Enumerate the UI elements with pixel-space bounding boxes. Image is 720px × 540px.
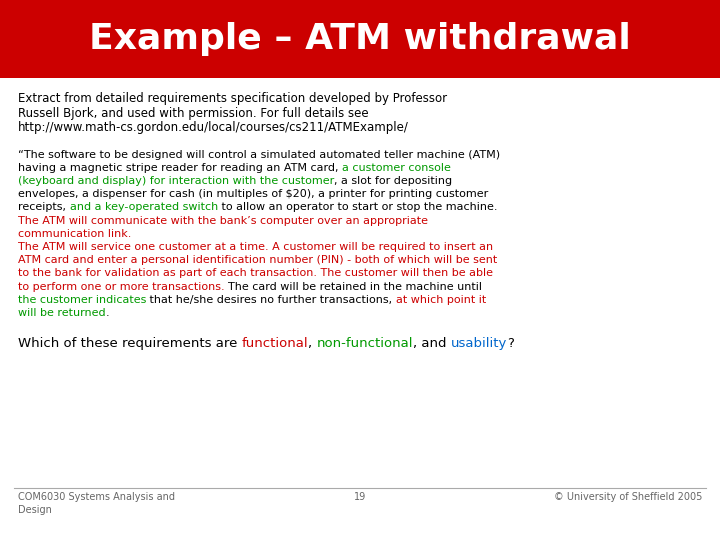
Text: , and: , and xyxy=(413,337,451,350)
Text: Extract from detailed requirements specification developed by Professor: Extract from detailed requirements speci… xyxy=(18,92,447,105)
Text: COM6030 Systems Analysis and
Design: COM6030 Systems Analysis and Design xyxy=(18,492,175,515)
Text: “The software to be designed will control a simulated automated teller machine (: “The software to be designed will contro… xyxy=(18,150,500,159)
Text: 19: 19 xyxy=(354,492,366,502)
Text: receipts,: receipts, xyxy=(18,202,70,212)
Text: to allow an operator to start or stop the machine.: to allow an operator to start or stop th… xyxy=(217,202,498,212)
Text: The ATM will communicate with the bank’s computer over an appropriate: The ATM will communicate with the bank’s… xyxy=(18,215,428,226)
Text: .: . xyxy=(106,308,109,318)
Text: the customer indicates: the customer indicates xyxy=(18,295,146,305)
Text: non-functional: non-functional xyxy=(317,337,413,350)
Text: usability: usability xyxy=(451,337,508,350)
Text: The ATM will service one customer at a time. A customer will be required to inse: The ATM will service one customer at a t… xyxy=(18,242,493,252)
Text: Which of these requirements are: Which of these requirements are xyxy=(18,337,242,350)
Text: Example – ATM withdrawal: Example – ATM withdrawal xyxy=(89,22,631,56)
Text: to perform one or more transactions.: to perform one or more transactions. xyxy=(18,281,228,292)
Text: that he/she desires no further transactions,: that he/she desires no further transacti… xyxy=(146,295,396,305)
Text: ,: , xyxy=(308,337,317,350)
Text: ATM card and enter a personal identification number (PIN) - both of which will b: ATM card and enter a personal identifica… xyxy=(18,255,498,265)
Text: functional: functional xyxy=(242,337,308,350)
Text: The card will be retained in the machine until: The card will be retained in the machine… xyxy=(228,281,482,292)
Text: © University of Sheffield 2005: © University of Sheffield 2005 xyxy=(554,492,702,502)
Text: envelopes, a dispenser for cash (in multiples of $20), a printer for printing cu: envelopes, a dispenser for cash (in mult… xyxy=(18,189,488,199)
Text: and a key-operated switch: and a key-operated switch xyxy=(70,202,217,212)
Text: at which point it: at which point it xyxy=(396,295,486,305)
Text: Russell Bjork, and used with permission. For full details see: Russell Bjork, and used with permission.… xyxy=(18,106,369,119)
Bar xyxy=(0,0,720,78)
Text: communication link.: communication link. xyxy=(18,229,131,239)
Text: having a magnetic stripe reader for reading an ATM card,: having a magnetic stripe reader for read… xyxy=(18,163,342,173)
Text: will be returned: will be returned xyxy=(18,308,106,318)
Text: a customer console: a customer console xyxy=(342,163,451,173)
Text: , a slot for depositing: , a slot for depositing xyxy=(334,176,452,186)
Text: ?: ? xyxy=(508,337,514,350)
Text: (keyboard and display) for interaction with the customer: (keyboard and display) for interaction w… xyxy=(18,176,334,186)
Text: to the bank for validation as part of each transaction. The customer will then b: to the bank for validation as part of ea… xyxy=(18,268,493,278)
Text: http://www.math-cs.gordon.edu/local/courses/cs211/ATMExample/: http://www.math-cs.gordon.edu/local/cour… xyxy=(18,121,409,134)
